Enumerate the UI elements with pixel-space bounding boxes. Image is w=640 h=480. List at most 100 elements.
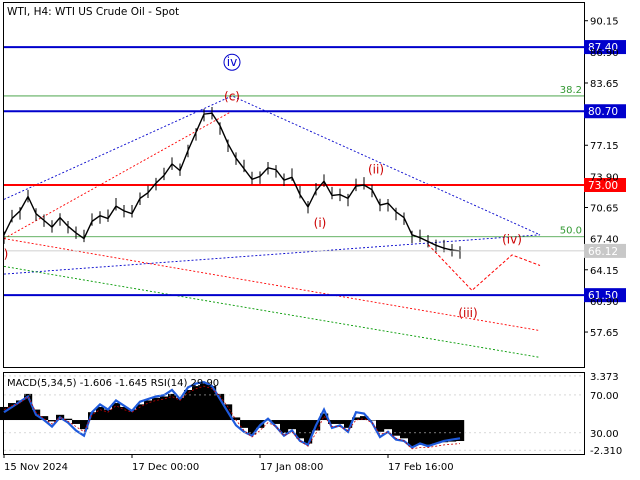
ind-tick-label-1: 70.00 [590, 391, 619, 402]
trend-line-4 [3, 265, 541, 358]
trend-line-2 [3, 110, 233, 239]
y-tick-label-2: 77.15 [590, 141, 619, 152]
macd-bar [176, 397, 185, 421]
y-tick-partial-2: 67.40 [590, 235, 619, 246]
macd-bar [160, 396, 169, 421]
x-tick-label-1: 17 Dec 00:00 [132, 462, 199, 473]
macd-bar [136, 404, 145, 421]
macd-bar [360, 416, 369, 421]
macd-bar [200, 383, 209, 421]
horizontal-levels: 87.40 80.70 73.00 61.50 [4, 40, 626, 303]
x-tick-label-2: 17 Jan 08:00 [260, 462, 323, 473]
time-axis: 15 Nov 2024 17 Dec 00:00 17 Jan 08:00 17 Fe… [3, 454, 454, 473]
macd-bar [64, 418, 73, 421]
indicator-label: MACD(5,34,5) -1.606 -1.645 RSI(14) 29.90 [7, 378, 219, 389]
trend-line-1 [3, 234, 541, 275]
macd-bar [184, 389, 193, 421]
level-tag-text-3: 61.50 [588, 290, 618, 302]
y-tick-partial-3: 60.90 [590, 297, 619, 308]
current-price-text: 66.12 [588, 246, 618, 258]
macd-bar [88, 412, 97, 421]
ind-tick-label-3: -2.310 [590, 446, 622, 457]
ind-tick-label-2: 30.00 [590, 429, 619, 440]
macd-bar [248, 420, 257, 435]
level-tag-text-1: 80.70 [588, 106, 618, 118]
macd-bar [280, 420, 289, 434]
macd-bar [392, 420, 401, 436]
indicator-axis: 3.373 70.00 30.00 -2.310 [4, 372, 622, 457]
wave-label-6: ) [4, 247, 9, 261]
level-tag-3 [584, 288, 626, 303]
macd-bar [72, 420, 81, 424]
x-tick-label-3: 17 Feb 16:00 [388, 462, 454, 473]
y-tick-label-0: 90.15 [590, 17, 619, 28]
wave-label-1: (c) [224, 90, 240, 104]
y-tick-label-4: 64.15 [590, 266, 619, 277]
y-tick-label-3: 70.65 [590, 204, 619, 215]
fibonacci-levels: 38.2 50.0 [4, 85, 584, 238]
macd-bar [408, 420, 417, 447]
macd-bar [344, 420, 353, 428]
fib-label-1: 50.0 [560, 226, 582, 237]
macd-bar [168, 393, 177, 421]
macd-bar [432, 420, 441, 444]
macd-bar [288, 420, 297, 430]
wave-label-2: (ii) [368, 163, 384, 177]
macd-bar [152, 397, 161, 421]
wave-labels: iv (c) (ii) (i) (iv) (iii)) [4, 53, 522, 320]
macd-bar [80, 420, 89, 430]
macd-bar [40, 416, 49, 421]
level-tag-text-2: 73.00 [588, 180, 618, 192]
macd-bar [416, 420, 425, 445]
macd-bar [304, 420, 313, 444]
macd-bar [440, 420, 449, 443]
macd-bar [216, 393, 225, 421]
y-tick-partial-1: 73.90 [590, 172, 619, 183]
macd-bar [104, 409, 113, 421]
macd-bar [0, 406, 9, 421]
macd-bar [112, 403, 121, 421]
macd-bar [8, 403, 17, 421]
macd-bar [376, 420, 385, 432]
x-tick-label-0: 15 Nov 2024 [4, 462, 68, 473]
macd-signal-line [3, 385, 461, 450]
wave-circle-0 [223, 53, 241, 71]
macd-bar [128, 409, 137, 421]
wave-label-5: (iii) [458, 306, 477, 320]
wave-label-4: (iv) [502, 232, 522, 246]
macd-bar [96, 406, 105, 421]
macd-bar [48, 420, 57, 422]
macd-bar [232, 417, 241, 421]
y-tick-label-5: 57.65 [590, 328, 619, 339]
wave-label-3: (i) [314, 216, 327, 230]
y-tick-label-1: 83.65 [590, 79, 619, 90]
macd-bar [368, 420, 377, 421]
macd-bar [456, 420, 465, 442]
projection-line [427, 244, 541, 292]
y-tick-partial-0: 86.90 [590, 48, 619, 59]
macd-bar [328, 420, 337, 424]
macd-bar [120, 406, 129, 421]
trend-lines [3, 95, 541, 358]
macd-bar [272, 420, 281, 424]
fib-label-0: 38.2 [560, 85, 582, 96]
macd-bar [296, 420, 305, 439]
level-tag-0 [584, 40, 626, 55]
ind-tick-label-0: 3.373 [590, 372, 619, 383]
price-line [3, 112, 461, 252]
level-tag-1 [584, 104, 626, 119]
price-axis: 90.15 83.65 77.15 70.65 64.15 57.65 86.90 73.90… [584, 17, 619, 339]
macd-bar [352, 417, 361, 421]
macd-bar [24, 393, 33, 421]
wave-label-0: iv [227, 55, 237, 69]
level-tag-2 [584, 178, 626, 192]
macd-bar [208, 386, 217, 421]
macd-bar [144, 400, 153, 421]
macd-bar [336, 420, 345, 424]
projection-path [427, 244, 541, 292]
macd-bar [16, 400, 25, 421]
price-series: 66.12 [3, 106, 626, 259]
macd-bar [448, 420, 457, 442]
macd-bar [384, 420, 393, 430]
